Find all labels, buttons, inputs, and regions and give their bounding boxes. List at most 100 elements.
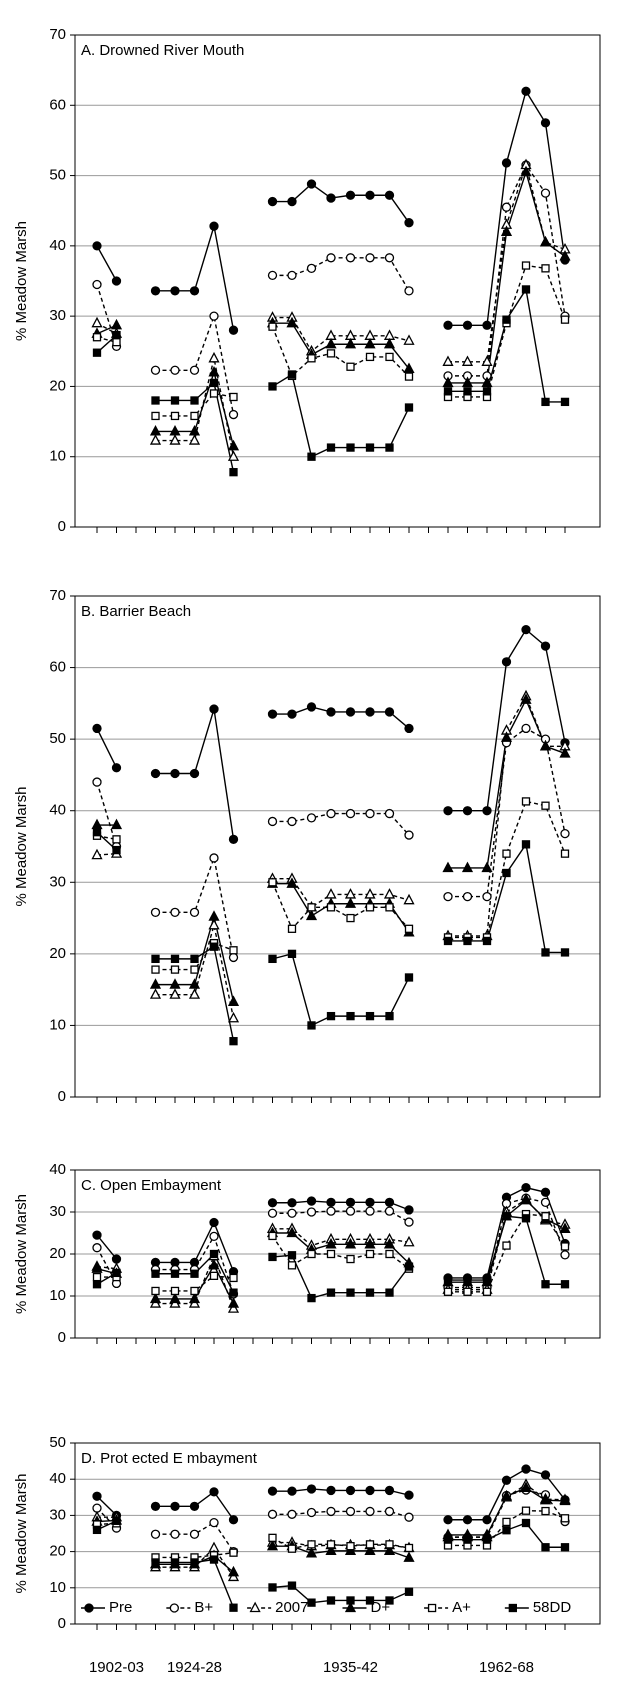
marker bbox=[91, 1262, 103, 1273]
marker bbox=[151, 411, 160, 421]
marker bbox=[365, 352, 375, 362]
y-tick-label: 50 bbox=[49, 730, 66, 747]
marker bbox=[560, 849, 570, 858]
marker bbox=[190, 1558, 199, 1567]
marker bbox=[326, 1011, 336, 1021]
marker bbox=[92, 348, 102, 357]
marker bbox=[481, 861, 493, 873]
marker bbox=[189, 768, 200, 779]
marker bbox=[501, 1475, 512, 1485]
marker bbox=[267, 196, 278, 207]
marker bbox=[170, 907, 180, 917]
marker bbox=[520, 165, 532, 177]
y-tick-label: 0 bbox=[58, 1329, 66, 1346]
marker bbox=[346, 1254, 355, 1264]
marker bbox=[326, 1596, 336, 1605]
marker bbox=[150, 907, 161, 917]
y-tick-label: 40 bbox=[49, 1470, 66, 1487]
marker bbox=[463, 1275, 472, 1285]
marker bbox=[190, 396, 199, 405]
marker bbox=[344, 888, 357, 899]
y-tick-label: 30 bbox=[49, 1506, 66, 1523]
marker bbox=[325, 1544, 337, 1556]
marker bbox=[326, 1485, 336, 1496]
marker bbox=[268, 1252, 277, 1262]
marker bbox=[287, 1544, 297, 1553]
marker bbox=[365, 1206, 375, 1216]
marker bbox=[365, 253, 375, 263]
marker bbox=[508, 1603, 517, 1613]
marker bbox=[365, 1249, 375, 1259]
marker bbox=[364, 1544, 376, 1556]
marker bbox=[189, 1501, 200, 1511]
marker bbox=[383, 1544, 396, 1556]
marker bbox=[326, 707, 336, 717]
marker bbox=[209, 311, 219, 321]
marker bbox=[306, 1507, 317, 1518]
marker bbox=[229, 468, 238, 477]
marker bbox=[287, 816, 297, 827]
marker bbox=[540, 641, 551, 651]
marker bbox=[268, 1583, 277, 1592]
marker bbox=[268, 954, 277, 964]
marker bbox=[346, 362, 355, 371]
marker bbox=[541, 397, 550, 407]
marker bbox=[268, 322, 277, 331]
marker bbox=[150, 286, 161, 296]
marker bbox=[461, 861, 474, 873]
y-tick-label: 60 bbox=[49, 96, 66, 113]
marker bbox=[427, 1603, 437, 1613]
marker bbox=[461, 355, 474, 366]
marker bbox=[326, 193, 336, 203]
marker bbox=[266, 1539, 279, 1551]
marker bbox=[500, 225, 513, 236]
marker bbox=[384, 707, 395, 717]
y-tick-label: 0 bbox=[58, 1615, 66, 1632]
marker bbox=[345, 1197, 356, 1207]
marker bbox=[170, 768, 180, 779]
y-axis-label: % Meadow Marsh bbox=[13, 221, 30, 341]
y-axis-label: % Meadow Marsh bbox=[13, 786, 30, 906]
marker bbox=[384, 1506, 395, 1517]
marker bbox=[521, 1214, 531, 1223]
marker bbox=[307, 1021, 316, 1030]
marker bbox=[559, 1494, 571, 1506]
marker bbox=[268, 1533, 277, 1542]
marker bbox=[112, 330, 121, 340]
marker bbox=[286, 877, 298, 888]
marker bbox=[227, 1565, 240, 1577]
marker bbox=[539, 1493, 552, 1505]
marker bbox=[541, 264, 550, 273]
marker bbox=[287, 949, 297, 959]
marker bbox=[560, 315, 570, 324]
marker bbox=[344, 1601, 357, 1613]
marker bbox=[365, 443, 375, 452]
marker bbox=[267, 709, 278, 719]
marker bbox=[110, 818, 123, 830]
marker bbox=[208, 1258, 220, 1270]
marker bbox=[307, 1249, 316, 1259]
marker bbox=[287, 270, 297, 281]
marker bbox=[92, 1230, 102, 1240]
y-tick-label: 20 bbox=[49, 945, 66, 962]
marker bbox=[209, 1217, 219, 1228]
marker bbox=[521, 840, 531, 849]
marker bbox=[188, 425, 201, 436]
marker bbox=[404, 1217, 414, 1227]
marker bbox=[404, 830, 414, 840]
y-tick-label: 50 bbox=[49, 1434, 66, 1451]
legend-label: B+ bbox=[194, 1599, 213, 1616]
marker bbox=[190, 954, 199, 964]
marker bbox=[149, 978, 162, 989]
marker bbox=[346, 1011, 355, 1021]
marker bbox=[540, 118, 551, 128]
marker bbox=[189, 1529, 200, 1539]
marker bbox=[170, 1269, 180, 1278]
x-tick-label: 1902-03 bbox=[89, 1659, 144, 1676]
marker bbox=[502, 868, 511, 878]
marker bbox=[112, 845, 121, 855]
marker bbox=[443, 1275, 453, 1285]
marker bbox=[482, 387, 492, 396]
marker bbox=[463, 1287, 472, 1296]
marker bbox=[170, 1529, 180, 1539]
